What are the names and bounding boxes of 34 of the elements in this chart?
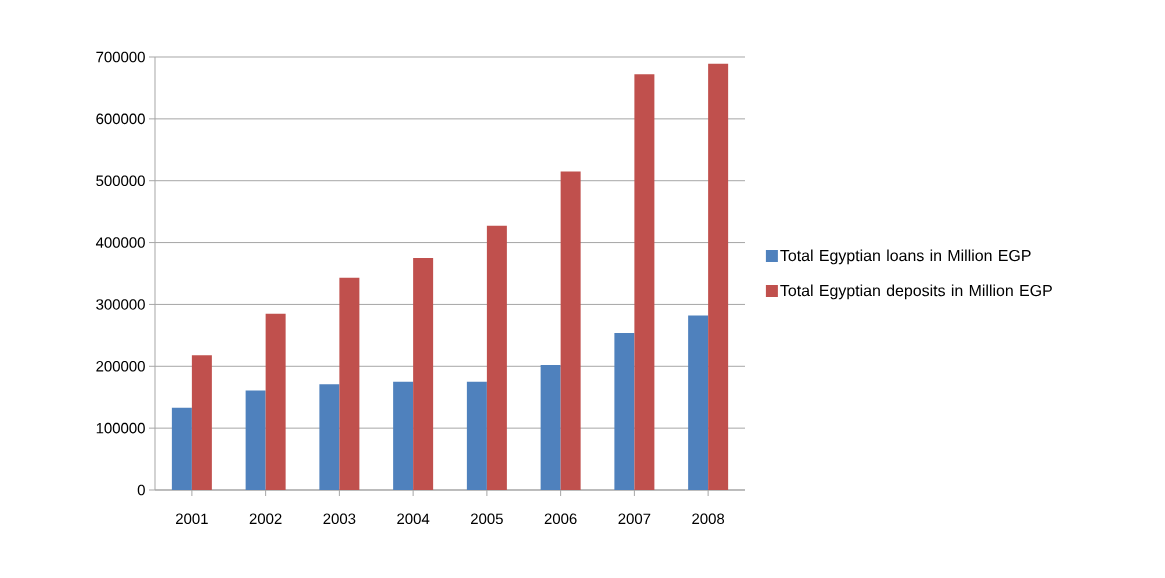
bar [688, 315, 709, 490]
y-tick-label: 100000 [96, 422, 145, 434]
x-tick-label: 2003 [323, 513, 356, 525]
bar [191, 355, 212, 490]
y-tick-label: 300000 [96, 299, 145, 310]
y-tick-label: 500000 [96, 175, 145, 186]
bar [245, 390, 266, 490]
legend-label: Total Egyptian deposits in Million EGP [780, 284, 1052, 300]
y-tick-label: 0 [137, 484, 145, 496]
bar [634, 74, 655, 490]
x-tick-label: 2008 [692, 513, 725, 525]
bar [486, 225, 507, 490]
legend-label: Total Egyptian loans in Million EGP [780, 249, 1031, 265]
bar [540, 365, 561, 490]
bar [265, 313, 286, 490]
x-tick-label: 2005 [471, 513, 503, 525]
bar [339, 277, 360, 490]
x-tick-label: 2004 [397, 513, 430, 525]
bar [560, 171, 581, 490]
y-tick-label: 400000 [95, 237, 145, 248]
bar [171, 407, 192, 490]
y-tick-label: 700000 [96, 51, 145, 63]
bar [413, 258, 434, 490]
bar [319, 384, 340, 490]
y-tick-label: 600000 [96, 113, 145, 125]
x-tick-label: 2001 [176, 513, 208, 525]
bar [708, 63, 729, 490]
x-tick-label: 2002 [249, 513, 282, 525]
x-tick-label: 2007 [618, 513, 651, 525]
y-tick-label: 200000 [96, 360, 145, 372]
bar [466, 381, 487, 490]
x-tick-label: 2006 [544, 513, 577, 525]
bar [393, 381, 414, 490]
bar [614, 332, 635, 490]
